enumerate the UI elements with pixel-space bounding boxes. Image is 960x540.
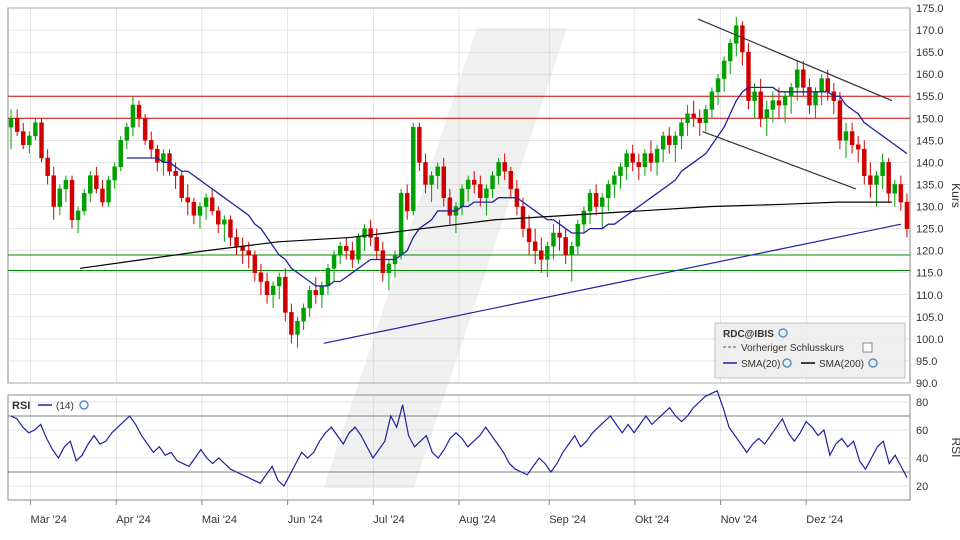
svg-text:80: 80 xyxy=(916,397,928,409)
svg-text:Jun '24: Jun '24 xyxy=(288,514,323,526)
svg-text:Vorheriger Schlusskurs: Vorheriger Schlusskurs xyxy=(741,343,844,354)
svg-text:125.0: 125.0 xyxy=(916,224,944,236)
svg-text:155.0: 155.0 xyxy=(916,91,944,103)
svg-text:Apr '24: Apr '24 xyxy=(116,514,151,526)
svg-text:175.0: 175.0 xyxy=(916,3,944,15)
svg-text:115.0: 115.0 xyxy=(916,268,943,280)
svg-text:20: 20 xyxy=(916,481,928,493)
svg-text:100.0: 100.0 xyxy=(916,334,944,346)
svg-text:Dez '24: Dez '24 xyxy=(806,514,843,526)
svg-text:RDC@IBIS: RDC@IBIS xyxy=(723,329,774,340)
svg-text:170.0: 170.0 xyxy=(916,25,944,37)
svg-text:RSI: RSI xyxy=(12,400,30,412)
svg-text:140.0: 140.0 xyxy=(916,157,944,169)
svg-text:60: 60 xyxy=(916,425,928,437)
svg-text:145.0: 145.0 xyxy=(916,135,944,147)
stock-chart: 90.0 95.0 100.0 105.0 110.0 115.0 120.0 125.0 13… xyxy=(0,0,960,540)
svg-text:110.0: 110.0 xyxy=(916,290,943,302)
svg-text:40: 40 xyxy=(916,453,928,465)
svg-text:95.0: 95.0 xyxy=(916,356,937,368)
svg-text:(14): (14) xyxy=(56,401,74,412)
svg-text:Sep '24: Sep '24 xyxy=(549,514,586,526)
svg-text:130.0: 130.0 xyxy=(916,202,944,214)
svg-text:Aug '24: Aug '24 xyxy=(459,514,496,526)
svg-text:SMA(20): SMA(20) xyxy=(741,359,780,370)
svg-text:165.0: 165.0 xyxy=(916,47,944,59)
svg-text:Kurs: Kurs xyxy=(949,183,960,208)
svg-text:Nov '24: Nov '24 xyxy=(721,514,758,526)
svg-text:Okt '24: Okt '24 xyxy=(635,514,670,526)
svg-text:SMA(200): SMA(200) xyxy=(819,359,864,370)
svg-text:RSI: RSI xyxy=(949,437,960,457)
svg-text:Jul '24: Jul '24 xyxy=(373,514,404,526)
svg-text:90.0: 90.0 xyxy=(916,378,937,390)
svg-text:Mai '24: Mai '24 xyxy=(202,514,237,526)
svg-text:Mär '24: Mär '24 xyxy=(31,514,67,526)
svg-text:135.0: 135.0 xyxy=(916,179,944,191)
svg-text:160.0: 160.0 xyxy=(916,69,944,81)
svg-text:105.0: 105.0 xyxy=(916,312,944,324)
svg-text:120.0: 120.0 xyxy=(916,246,944,258)
svg-text:150.0: 150.0 xyxy=(916,113,944,125)
